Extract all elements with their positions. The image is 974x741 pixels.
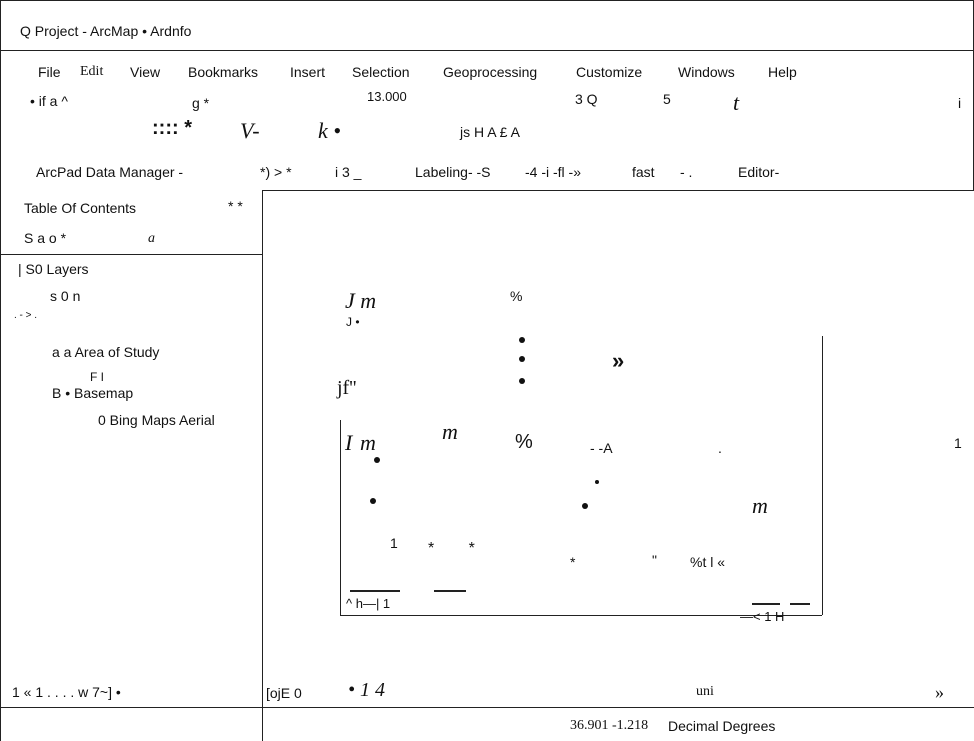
tool-button[interactable]: fast bbox=[632, 165, 655, 179]
tool-button[interactable]: g * bbox=[192, 96, 209, 110]
map-text: " bbox=[652, 553, 657, 567]
map-text: % bbox=[510, 289, 522, 303]
menu-item[interactable]: Selection bbox=[352, 65, 410, 79]
tool-button[interactable]: k • bbox=[318, 120, 341, 142]
map-text: 1 bbox=[390, 536, 398, 550]
map-point bbox=[582, 503, 588, 509]
tool-button[interactable]: 5 bbox=[663, 92, 671, 106]
map-text: * * bbox=[428, 541, 475, 557]
tool-button[interactable]: i 3 _ bbox=[335, 165, 361, 179]
window-title: Q Project - ArcMap • Ardnfo bbox=[20, 24, 191, 38]
menu-item[interactable]: File bbox=[38, 65, 61, 79]
map-frame bbox=[822, 336, 823, 615]
scale-bar-label: ^ h—| 1 bbox=[346, 597, 390, 610]
toc-item[interactable]: s 0 n bbox=[50, 289, 80, 303]
toc-separator bbox=[0, 254, 262, 255]
map-point bbox=[370, 498, 376, 504]
toc-divider bbox=[262, 190, 263, 741]
scale-bar bbox=[434, 590, 466, 592]
toc-item[interactable]: B • Basemap bbox=[52, 386, 133, 400]
toc-icons[interactable]: * * bbox=[228, 199, 243, 213]
status-coords: 36.901 -1.218 bbox=[570, 719, 648, 733]
scale-bar bbox=[790, 603, 810, 605]
toc-tool[interactable]: a bbox=[148, 232, 155, 246]
toc-item[interactable]: | S0 Layers bbox=[18, 262, 89, 276]
tool-button[interactable]: V- bbox=[240, 120, 260, 142]
toc-item[interactable]: F I bbox=[90, 371, 104, 383]
tool-button[interactable]: - . bbox=[680, 165, 692, 179]
status-coords-unit: Decimal Degrees bbox=[668, 719, 775, 733]
map-text: J • bbox=[346, 316, 360, 328]
tool-button[interactable]: i bbox=[958, 96, 961, 110]
arcmap-window: Q Project - ArcMap • Ardnfo File Edit Vi… bbox=[0, 0, 974, 741]
map-point bbox=[519, 378, 525, 384]
toc-header: Table Of Contents bbox=[24, 201, 136, 215]
map-text: %t l « bbox=[690, 555, 725, 569]
scale-bar bbox=[752, 603, 780, 605]
status-scale: • 1 4 bbox=[348, 680, 385, 700]
map-text: % bbox=[515, 432, 533, 452]
menu-item[interactable]: Bookmarks bbox=[188, 65, 258, 79]
menu-item[interactable]: View bbox=[130, 65, 160, 79]
tool-button[interactable]: t bbox=[733, 92, 739, 114]
map-top bbox=[262, 190, 974, 191]
map-text: » bbox=[612, 350, 624, 372]
border bbox=[0, 0, 974, 1]
map-frame bbox=[340, 420, 341, 615]
toc-footer[interactable]: 1 « 1 . . . . w 7~] • bbox=[12, 685, 121, 699]
tool-button[interactable]: *) > * bbox=[260, 165, 292, 179]
map-text: * bbox=[570, 555, 575, 569]
tool-button[interactable]: • if a ^ bbox=[30, 94, 68, 108]
map-point bbox=[374, 457, 380, 463]
map-point bbox=[519, 337, 525, 343]
map-text: jf'' bbox=[337, 378, 356, 398]
status-separator bbox=[0, 707, 974, 708]
toc-tools[interactable]: S a o * bbox=[24, 231, 66, 245]
status-tools[interactable]: [ojE 0 bbox=[266, 686, 302, 700]
map-text: m bbox=[442, 421, 458, 443]
menu-item[interactable]: Help bbox=[768, 65, 797, 79]
map-text: 1 bbox=[954, 436, 962, 450]
menu-item[interactable]: Edit bbox=[80, 65, 103, 79]
menu-item[interactable]: Insert bbox=[290, 65, 325, 79]
scale-box[interactable]: 13.000 bbox=[367, 90, 407, 103]
map-text: . bbox=[718, 441, 722, 455]
map-point bbox=[519, 356, 525, 362]
scale-bar-label: —< 1 H bbox=[740, 610, 784, 623]
title-separator bbox=[0, 50, 974, 51]
tool-button[interactable]: 3 Q bbox=[575, 92, 598, 106]
toolbar-label[interactable]: Labeling- -S bbox=[415, 165, 491, 179]
tool-button[interactable]: :::: * bbox=[152, 118, 192, 138]
map-text: - -A bbox=[590, 441, 613, 455]
map-text: I bbox=[345, 432, 352, 454]
toc-item[interactable]: 0 Bing Maps Aerial bbox=[98, 413, 215, 427]
menu-item[interactable]: Geoprocessing bbox=[443, 65, 537, 79]
status-unit: uni bbox=[696, 685, 714, 699]
tool-button[interactable]: -4 -i -fl -» bbox=[525, 165, 581, 179]
toc-item[interactable]: a a Area of Study bbox=[52, 345, 159, 359]
toolbar-label[interactable]: ArcPad Data Manager - bbox=[36, 165, 183, 179]
map-text: m bbox=[360, 432, 376, 454]
toolbar-label[interactable]: Editor- bbox=[738, 165, 779, 179]
status-arrow[interactable]: » bbox=[935, 683, 944, 701]
menu-item[interactable]: Windows bbox=[678, 65, 735, 79]
map-text: J m bbox=[345, 290, 376, 312]
border bbox=[0, 0, 1, 741]
map-text: m bbox=[752, 495, 768, 517]
menu-item[interactable]: Customize bbox=[576, 65, 642, 79]
toc-item[interactable]: . - > . bbox=[14, 311, 37, 321]
tool-button[interactable]: js H A £ A bbox=[460, 125, 520, 139]
map-point bbox=[595, 480, 599, 484]
scale-bar bbox=[350, 590, 400, 592]
